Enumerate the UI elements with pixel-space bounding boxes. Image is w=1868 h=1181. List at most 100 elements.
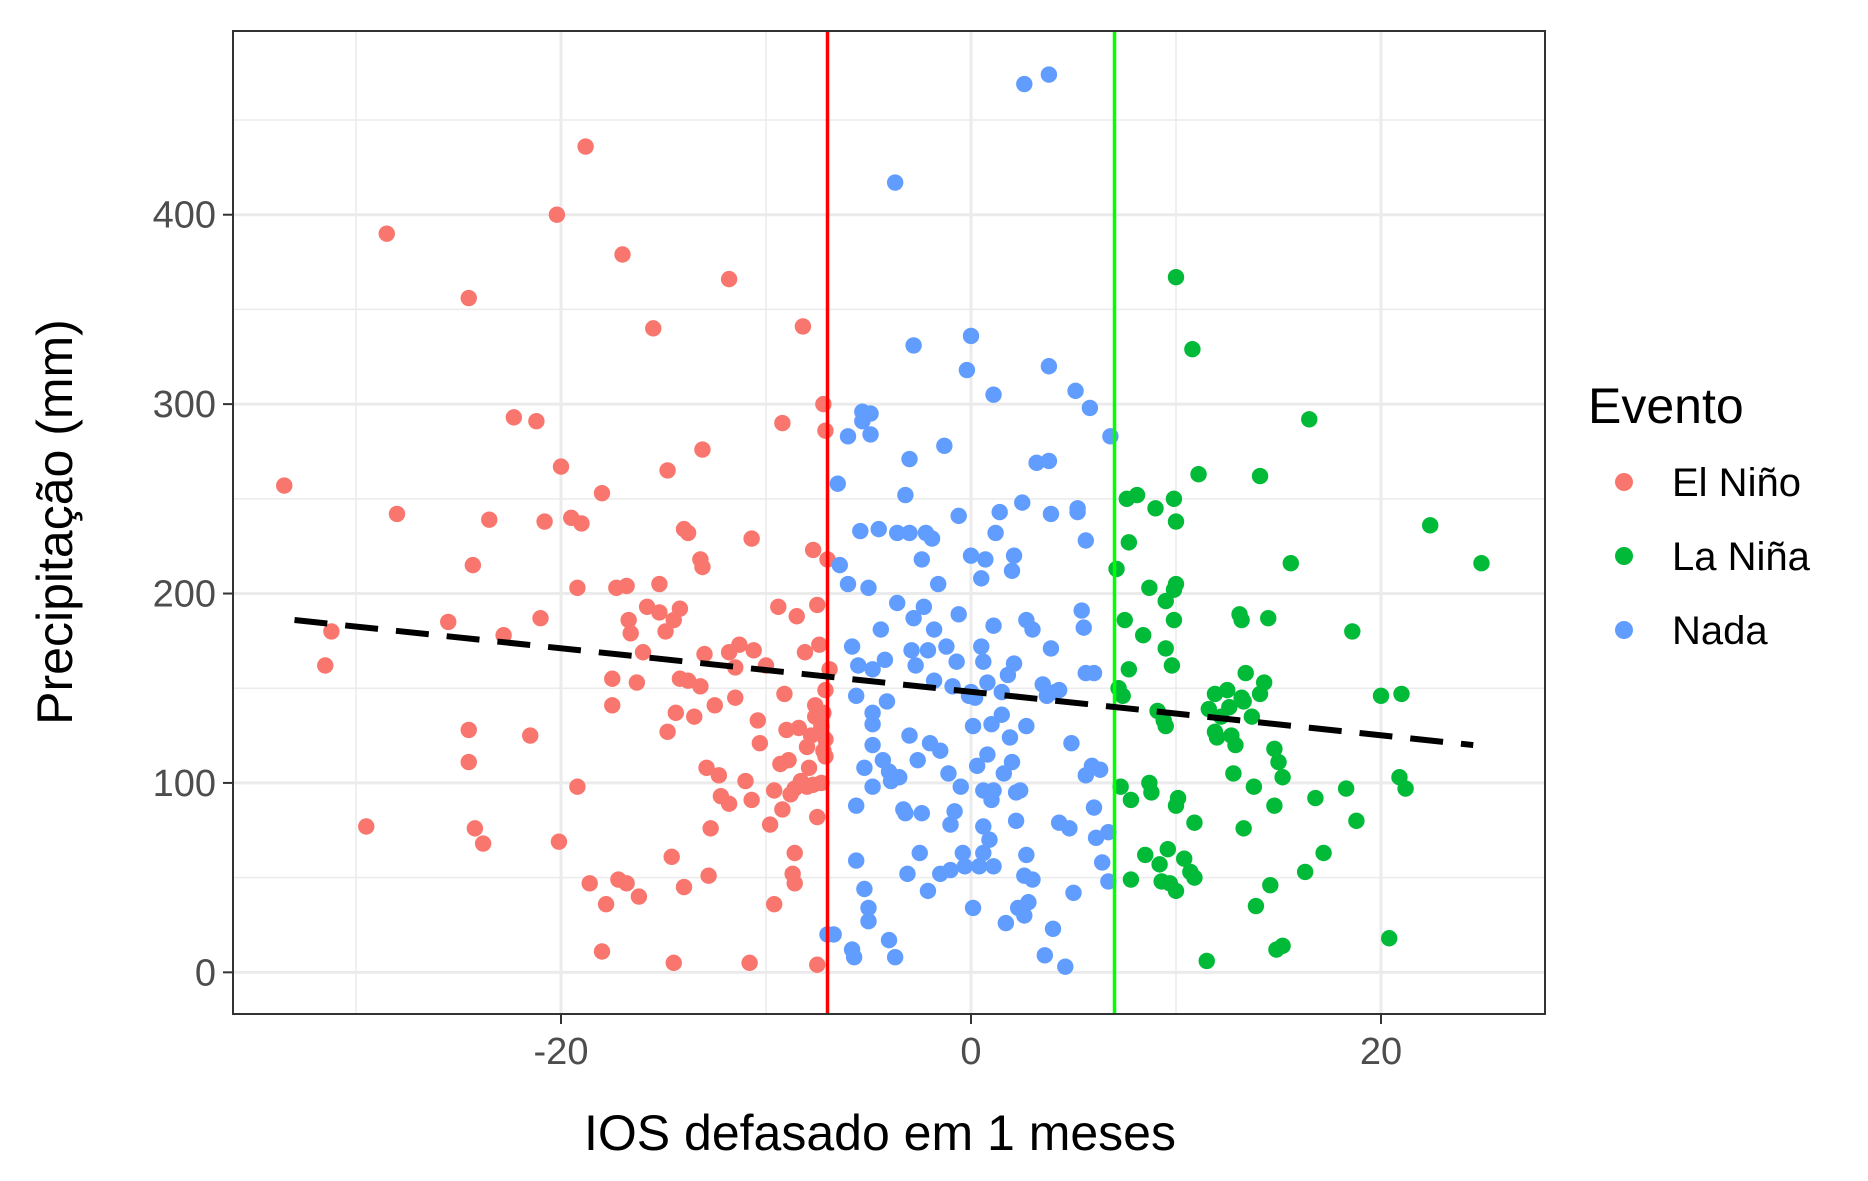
data-point — [903, 642, 920, 659]
data-point — [813, 774, 830, 792]
data-point — [573, 515, 590, 532]
data-point — [901, 524, 918, 542]
data-point — [276, 477, 293, 494]
data-point — [694, 558, 711, 576]
y-tick-label: 300 — [153, 384, 216, 426]
major-gridlines — [233, 31, 1545, 1014]
reference-lines — [825, 31, 1117, 1014]
data-point — [1225, 765, 1242, 782]
data-point — [979, 746, 996, 763]
data-point — [1167, 269, 1185, 286]
data-point — [880, 931, 898, 949]
data-point — [829, 475, 846, 492]
data-point — [1067, 382, 1084, 400]
y-tick-label: 400 — [153, 195, 216, 237]
data-point — [913, 551, 930, 568]
data-point — [1190, 466, 1207, 483]
data-point — [1005, 547, 1023, 564]
data-point — [593, 943, 611, 960]
data-point — [1262, 877, 1279, 894]
data-point — [593, 484, 611, 502]
data-point — [1245, 778, 1263, 795]
data-point — [1255, 674, 1273, 691]
data-point — [1165, 611, 1183, 629]
data-point — [440, 613, 457, 631]
data-point — [809, 808, 826, 826]
data-point — [1473, 555, 1490, 572]
data-point — [464, 556, 482, 574]
series-la-ni-a — [1108, 269, 1490, 970]
data-point — [1040, 66, 1058, 83]
data-point — [675, 878, 693, 896]
data-point — [1167, 797, 1185, 814]
data-point — [790, 719, 807, 737]
data-point — [536, 513, 553, 530]
x-tick-label: 0 — [960, 1031, 981, 1073]
data-point — [1014, 494, 1031, 511]
data-point — [1247, 897, 1265, 915]
data-point — [774, 801, 791, 818]
data-point — [1151, 856, 1168, 873]
legend: Evento El Niño La Niña Nada — [1588, 378, 1811, 653]
data-point — [864, 736, 881, 754]
data-point — [323, 623, 340, 640]
data-point — [614, 246, 631, 263]
data-point — [786, 875, 803, 892]
data-point — [862, 426, 879, 443]
data-point — [993, 706, 1010, 723]
data-point — [751, 734, 769, 752]
data-point — [745, 642, 762, 659]
data-point — [1069, 500, 1086, 517]
data-point — [569, 579, 586, 597]
data-point — [1186, 869, 1203, 886]
data-point — [975, 653, 992, 670]
data-point — [870, 520, 887, 538]
data-point — [809, 956, 826, 973]
data-point — [1186, 814, 1203, 831]
data-point — [864, 704, 881, 722]
data-point — [843, 638, 861, 655]
data-point — [930, 575, 947, 593]
data-point — [1016, 75, 1033, 93]
data-point — [1167, 513, 1185, 530]
data-point — [761, 816, 779, 833]
data-point — [848, 797, 865, 814]
data-point — [766, 782, 783, 799]
x-tick-label: -20 — [534, 1031, 589, 1073]
y-tick-label: 0 — [195, 952, 216, 994]
data-point — [552, 458, 570, 475]
data-point — [905, 609, 922, 627]
data-point — [1270, 753, 1287, 771]
data-point — [919, 642, 937, 659]
data-point — [1040, 452, 1058, 470]
data-point — [1260, 609, 1277, 627]
data-point — [940, 765, 957, 782]
data-point — [1274, 937, 1291, 955]
data-point — [932, 742, 949, 759]
data-point — [1337, 780, 1355, 797]
data-point — [975, 844, 992, 862]
data-point — [1112, 778, 1129, 795]
data-point — [1167, 575, 1185, 593]
data-point — [1198, 952, 1215, 970]
data-point — [1100, 873, 1117, 890]
data-point — [1221, 698, 1238, 716]
data-point — [845, 948, 863, 966]
data-point — [964, 899, 982, 917]
data-point — [1301, 411, 1318, 428]
data-point — [731, 636, 748, 653]
data-point — [1018, 717, 1035, 735]
data-point — [1219, 681, 1236, 699]
data-point — [1085, 664, 1103, 682]
x-axis: -20 0 20 — [534, 1014, 1402, 1073]
data-point — [581, 875, 598, 892]
data-point — [727, 689, 744, 706]
data-point — [804, 541, 822, 559]
data-point — [839, 575, 857, 593]
data-point — [1081, 399, 1099, 417]
data-point — [1012, 782, 1029, 799]
data-point — [1137, 846, 1154, 864]
data-point — [1120, 661, 1138, 678]
data-point — [987, 524, 1004, 542]
data-point — [1157, 640, 1174, 657]
